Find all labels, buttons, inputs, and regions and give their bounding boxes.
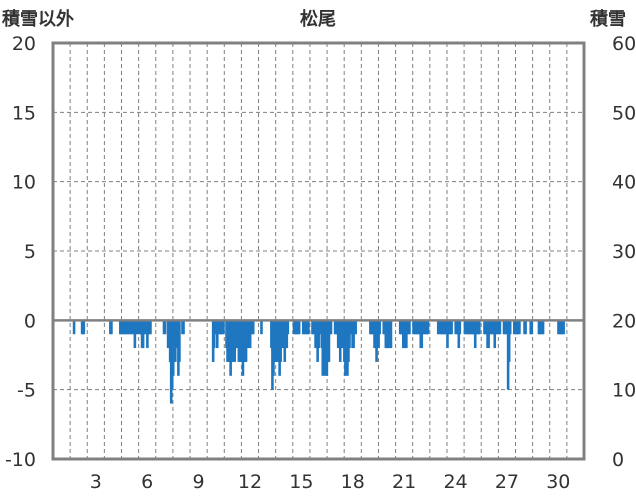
x-tick-label: 15 xyxy=(289,471,313,493)
bar xyxy=(408,320,411,335)
bar xyxy=(318,320,321,335)
y-left-tick-label: 20 xyxy=(12,33,36,55)
bar xyxy=(562,320,565,335)
bar xyxy=(524,320,527,335)
bar xyxy=(458,320,462,335)
x-tick-label: 12 xyxy=(238,471,262,493)
bar xyxy=(246,320,250,349)
bar xyxy=(286,320,290,335)
plot-frame xyxy=(51,41,586,461)
bar xyxy=(426,320,430,335)
y-left-tick-label: -5 xyxy=(17,380,36,402)
bar xyxy=(507,320,511,362)
y-left-tick-label: 15 xyxy=(12,102,36,124)
bar xyxy=(222,320,225,335)
x-tick-label: 30 xyxy=(546,471,570,493)
bar xyxy=(327,320,331,362)
bars-layer xyxy=(72,320,565,404)
bar xyxy=(143,320,147,335)
bar xyxy=(378,320,381,335)
y-right-tick-label: 60 xyxy=(612,33,636,55)
bar xyxy=(178,320,181,362)
bar xyxy=(329,320,333,335)
bar xyxy=(450,320,453,335)
bar xyxy=(518,320,521,335)
bar xyxy=(260,320,263,335)
bar xyxy=(251,320,255,335)
grid-layer xyxy=(53,43,584,459)
y-left-tick-label: 10 xyxy=(12,172,36,194)
bar xyxy=(135,320,139,335)
x-tick-label: 6 xyxy=(141,471,153,493)
bar xyxy=(128,320,132,335)
y-left-tick-label: -10 xyxy=(5,449,36,471)
y-right-tick-label: 50 xyxy=(612,102,636,124)
x-tick-label: 18 xyxy=(341,471,365,493)
bar xyxy=(389,320,393,349)
bar xyxy=(339,320,343,349)
chart-title: 松尾 xyxy=(300,8,336,30)
x-tick-label: 9 xyxy=(193,471,205,493)
bar xyxy=(349,320,352,335)
y-right-tick-label: 0 xyxy=(612,449,624,471)
bar xyxy=(110,320,113,335)
bar xyxy=(82,320,86,335)
bar xyxy=(498,320,502,335)
y-right-axis-label: 積雪 xyxy=(589,8,626,30)
bar xyxy=(478,320,481,335)
bar xyxy=(530,320,534,335)
x-tick-label: 3 xyxy=(90,471,102,493)
bar xyxy=(163,320,167,335)
bar xyxy=(182,320,185,335)
bar xyxy=(508,320,512,335)
y-left-tick-label: 5 xyxy=(24,241,36,263)
y-right-tick-label: 20 xyxy=(612,310,636,332)
x-tick-label: 27 xyxy=(495,471,519,493)
bar xyxy=(235,320,239,349)
bar xyxy=(307,320,310,335)
y-left-axis-label: 積雪以外 xyxy=(1,8,74,30)
bar xyxy=(541,320,545,335)
y-right-tick-label: 10 xyxy=(612,380,636,402)
y-left-tick-label: 0 xyxy=(24,310,36,332)
y-right-tick-label: 40 xyxy=(612,172,636,194)
bar xyxy=(72,320,76,335)
x-tick-label: 24 xyxy=(443,471,467,493)
y-right-tick-label: 30 xyxy=(612,241,636,263)
frame-layer xyxy=(51,41,586,461)
bar xyxy=(149,320,152,335)
bar xyxy=(279,320,282,362)
bar xyxy=(354,320,357,335)
x-tick-label: 21 xyxy=(392,471,416,493)
bar xyxy=(297,320,301,335)
